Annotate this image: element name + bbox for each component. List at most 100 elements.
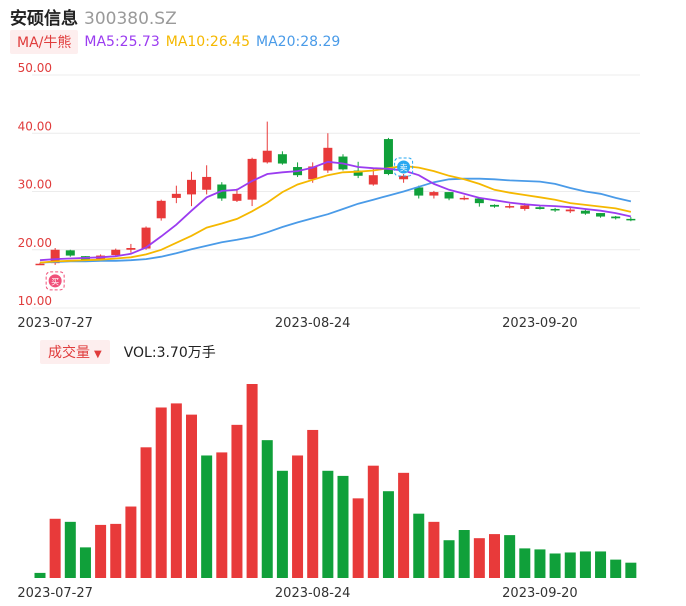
ma10-line <box>39 164 632 264</box>
volume-bar <box>458 530 470 578</box>
candle-body <box>232 193 242 201</box>
volume-bar <box>155 407 167 578</box>
ma10-label: MA10:26.45 <box>165 34 251 50</box>
candle-body <box>444 192 454 199</box>
candle-body <box>277 154 287 164</box>
price-tick-label: 20.00 <box>18 236 52 250</box>
volume-bar <box>519 548 531 578</box>
volume-toggle-label: 成交量 <box>48 345 90 361</box>
volume-bar <box>489 534 500 578</box>
stock-name: 安硕信息 <box>10 9 78 29</box>
candle-body <box>171 193 181 198</box>
price-tick-label: 30.00 <box>18 178 52 192</box>
candle-body <box>65 250 75 256</box>
sell-marker-label: 卖 <box>400 164 408 173</box>
volume-bar <box>413 513 425 578</box>
volume-date-tick-label: 2023-09-20 <box>502 586 578 601</box>
candle-body <box>141 227 151 249</box>
price-tick-label: 10.00 <box>18 294 52 308</box>
volume-bar <box>201 455 213 578</box>
sell-marker-frame <box>394 157 414 177</box>
candle-body <box>399 175 409 180</box>
candle-body <box>429 192 439 196</box>
volume-bar <box>276 470 288 578</box>
candle-body <box>50 249 60 264</box>
volume-legend: 成交量 ▼ VOL:3.70万手 <box>40 340 216 364</box>
date-tick-label: 2023-08-24 <box>275 316 351 331</box>
buy-marker-label: 买 <box>51 277 59 286</box>
volume-bar <box>49 518 61 578</box>
sell-marker-icon <box>397 160 411 174</box>
volume-bar <box>428 521 440 578</box>
volume-bar <box>140 447 152 578</box>
volume-bar <box>216 452 228 578</box>
volume-indicator-dropdown[interactable]: 成交量 ▼ <box>40 340 110 364</box>
volume-bar <box>261 440 273 578</box>
candle-body <box>520 205 530 209</box>
volume-bar <box>579 551 591 578</box>
stock-title: 安硕信息 300380.SZ <box>10 4 177 29</box>
candle-body <box>126 248 136 250</box>
volume-bar <box>367 465 379 578</box>
price-tick-label: 40.00 <box>18 119 52 133</box>
ma5-line <box>39 160 632 262</box>
candle-body <box>580 210 590 214</box>
candle-body <box>368 175 378 185</box>
volume-bar <box>610 559 622 578</box>
ma5-label: MA5:25.73 <box>84 34 160 50</box>
candle-body <box>156 200 166 219</box>
volume-bar <box>110 523 122 578</box>
candle-body <box>596 213 606 217</box>
volume-bar <box>382 491 394 578</box>
volume-bar <box>443 540 455 578</box>
volume-bar <box>34 572 46 578</box>
volume-bar <box>473 538 485 578</box>
candle-body <box>353 170 363 176</box>
volume-bar <box>95 524 107 578</box>
buy-marker-icon <box>48 274 62 288</box>
candle-body <box>611 216 621 219</box>
ma20-label: MA20:28.29 <box>256 34 341 50</box>
price-tick-label: 50.00 <box>18 61 52 75</box>
date-tick-label: 2023-07-27 <box>17 316 93 331</box>
candle-body <box>535 207 545 209</box>
candle-body <box>323 147 333 171</box>
volume-bar <box>352 498 364 578</box>
volume-bar <box>231 424 243 578</box>
candle-body <box>202 176 212 190</box>
chevron-down-icon: ▼ <box>94 349 102 360</box>
date-tick-label: 2023-09-20 <box>502 316 578 331</box>
candle-body <box>626 218 636 221</box>
volume-bar <box>64 521 76 578</box>
volume-bar <box>186 414 197 578</box>
volume-bar <box>595 551 607 578</box>
ma-toggle-button[interactable]: MA/牛熊 <box>10 30 79 54</box>
volume-bar <box>398 472 410 578</box>
candle-body <box>490 204 499 207</box>
volume-value: VOL:3.70万手 <box>123 345 216 361</box>
volume-bar <box>125 506 137 578</box>
candle-body <box>414 187 424 196</box>
candle-body <box>550 208 560 211</box>
ma20-line <box>39 177 632 264</box>
volume-bar <box>534 549 546 578</box>
candle-body <box>565 209 575 212</box>
buy-marker-frame <box>45 271 65 291</box>
volume-bar <box>322 470 334 578</box>
candle-body <box>262 150 272 163</box>
candle-body <box>35 263 45 266</box>
candle-body <box>474 198 484 204</box>
volume-bar <box>504 535 516 578</box>
volume-bar <box>549 553 561 578</box>
stock-code: 300380.SZ <box>84 9 177 29</box>
candle-body <box>308 166 318 180</box>
volume-bar <box>292 455 304 578</box>
candle-body <box>459 197 469 200</box>
volume-bar <box>564 552 576 578</box>
volume-date-tick-label: 2023-08-24 <box>275 586 351 601</box>
volume-date-tick-label: 2023-07-27 <box>17 586 93 601</box>
volume-bar <box>170 403 182 578</box>
candle-body <box>505 206 515 208</box>
ma-legend: MA/牛熊 MA5:25.73 MA10:26.45 MA20:28.29 <box>10 30 346 54</box>
